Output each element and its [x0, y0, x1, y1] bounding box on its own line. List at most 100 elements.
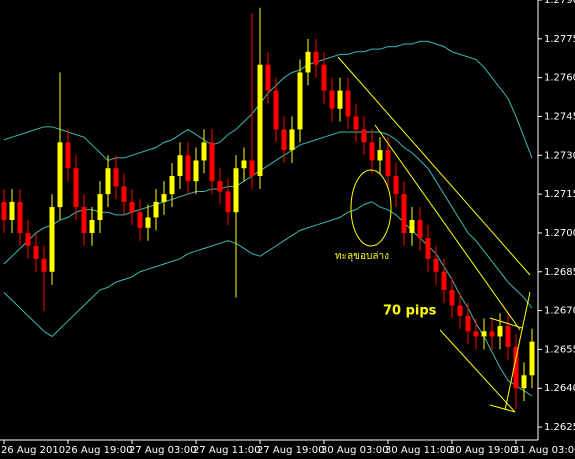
candle-body [129, 201, 135, 213]
candle-body [273, 90, 279, 130]
candle-body [57, 142, 63, 208]
candle-body [41, 258, 47, 272]
candle-body [105, 168, 111, 195]
candle-body [241, 160, 247, 169]
candle-body [193, 160, 199, 182]
x-tick-label: 27 Aug 11:00 [193, 445, 260, 456]
candle-body [257, 64, 263, 176]
y-tick-label: 1.2700 [544, 228, 575, 239]
candle-body [17, 201, 23, 233]
candle-body [49, 207, 55, 272]
candle-body [425, 238, 431, 259]
y-tick-label: 1.2670 [544, 306, 575, 317]
candle-body [249, 160, 255, 176]
candle-body [529, 341, 535, 376]
y-tick-label: 1.2715 [544, 189, 575, 200]
x-tick-label: 27 Aug 03:00 [129, 445, 196, 456]
candle-body [345, 90, 351, 117]
y-tick-label: 1.2730 [544, 150, 575, 161]
y-tick-label: 1.2685 [544, 267, 575, 278]
annotation: ทะลุขอบล่าง [335, 251, 389, 262]
candle-body [25, 232, 31, 246]
candle-body [209, 142, 215, 182]
candle-body [177, 155, 183, 176]
candle-body [489, 331, 495, 337]
candle-body [121, 186, 127, 202]
y-tick-label: 1.2640 [544, 383, 575, 394]
candle-body [481, 331, 487, 337]
candle-body [225, 191, 231, 213]
candle-body [89, 220, 95, 233]
x-tick-label: 30 Aug 03:00 [321, 445, 388, 456]
annotation: 70 pips [383, 304, 437, 319]
trend-line [374, 124, 521, 331]
candle-body [513, 346, 519, 389]
candle-body [409, 220, 415, 233]
candle-body [417, 220, 423, 239]
candle-body [441, 271, 447, 290]
candle-body [361, 129, 367, 143]
y-tick-label: 1.2625 [544, 422, 575, 433]
candle-body [465, 315, 471, 332]
candle-body [81, 207, 87, 233]
candle-body [305, 51, 311, 73]
candle-body [457, 305, 463, 316]
y-tick-label: 1.2760 [544, 73, 575, 84]
x-tick-label: 31 Aug 03:00 [513, 445, 575, 456]
candle-body [281, 129, 287, 151]
x-tick-label: 26 Aug 19:00 [65, 445, 132, 456]
candle-body [161, 194, 167, 202]
y-tick-label: 1.2655 [544, 344, 575, 355]
y-tick-label: 1.2790 [544, 0, 575, 6]
candle-body [289, 129, 295, 151]
trend-line [337, 56, 531, 276]
candle-body [153, 201, 159, 218]
candle-body [393, 176, 399, 195]
candle-body [313, 51, 319, 65]
candle-body [97, 194, 103, 220]
candle-body [113, 168, 119, 187]
candle-body [217, 181, 223, 192]
candle-body [33, 245, 39, 259]
candle-body [449, 289, 455, 306]
candle-body [385, 150, 391, 176]
candle-body [233, 168, 239, 213]
y-tick-label: 1.2775 [544, 34, 575, 45]
candle-body [505, 326, 511, 347]
x-tick-label: 26 Aug 2010 [1, 445, 65, 456]
candle-body [497, 326, 503, 337]
candle-body [9, 201, 15, 220]
candle-body [369, 142, 375, 161]
highlight-ellipse [350, 169, 392, 247]
candle-body [377, 150, 383, 161]
candle-body [473, 331, 479, 337]
candle-body [65, 142, 71, 169]
y-tick-label: 1.2745 [544, 111, 575, 122]
candle-body [337, 90, 343, 109]
trend-line [439, 329, 516, 413]
trend-line [489, 404, 516, 413]
candle-body [297, 72, 303, 130]
candle-body [137, 212, 143, 228]
candle-body [145, 217, 151, 228]
trend-line [504, 291, 531, 411]
candle-body [73, 168, 79, 208]
candle-body [401, 194, 407, 233]
x-tick-label: 30 Aug 19:00 [449, 445, 516, 456]
candle-body [185, 155, 191, 182]
candle-body [169, 176, 175, 195]
candle-body [353, 116, 359, 130]
trend-line [489, 317, 523, 329]
candle-body [321, 64, 327, 91]
candle-body [329, 90, 335, 109]
candle-body [265, 64, 271, 91]
plot-area [1, 7, 535, 409]
candle-body [1, 201, 7, 220]
candle-body [433, 258, 439, 272]
x-tick-label: 30 Aug 11:00 [385, 445, 452, 456]
candle-body [521, 375, 527, 389]
candle-body [201, 142, 207, 161]
